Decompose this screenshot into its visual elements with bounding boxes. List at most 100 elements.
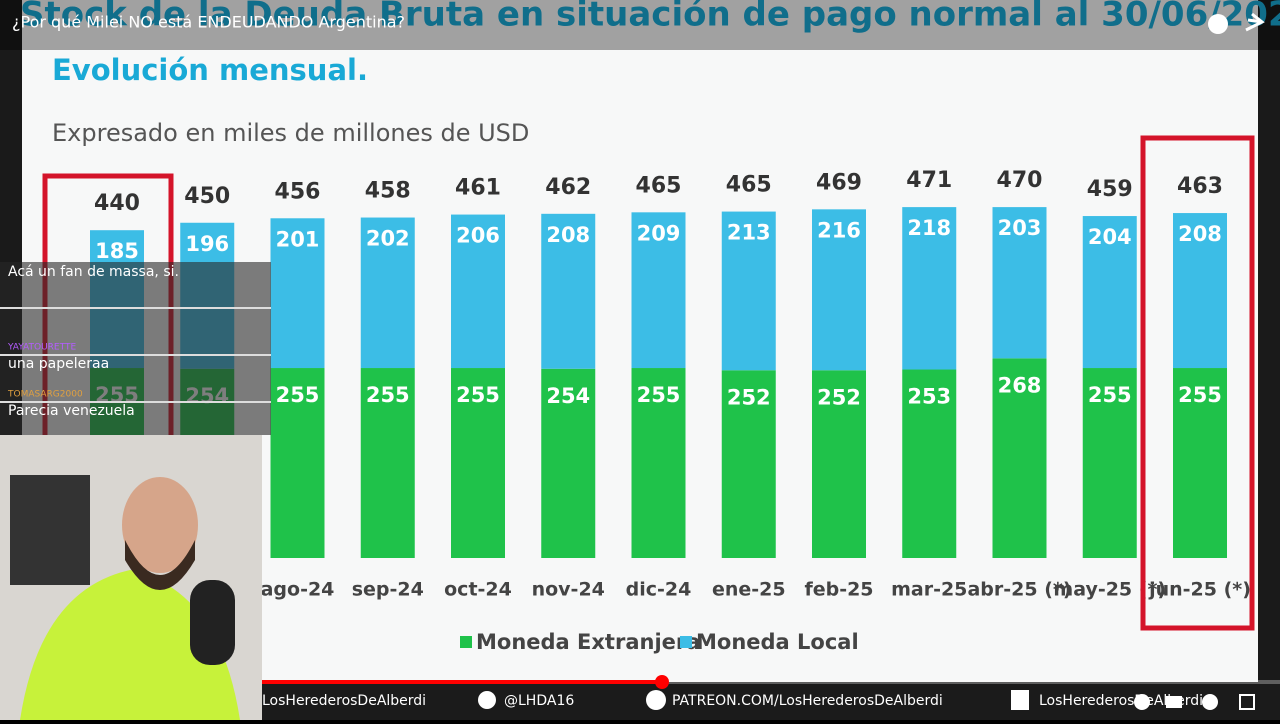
chat-text: Acá un fan de massa, si. [8,264,179,280]
x-tick-label: abr-25 (*) [967,579,1071,601]
person-head [122,477,198,573]
x-tick-label: ene-25 [712,579,786,601]
segment-label: 252 [817,385,861,409]
captions[interactable] [1166,696,1182,708]
total-label: 470 [997,168,1043,193]
total-label: 465 [726,173,772,198]
patreon-icon [646,690,666,710]
total-label: 440 [94,191,140,216]
segment-label: 202 [366,227,410,251]
webcam [0,435,262,720]
twitter-icon [478,691,496,709]
total-label: 471 [906,168,952,193]
bar-segment [902,369,957,558]
banner-patreon: PATREON.COM/LosHerederosDeAlberdi [672,693,943,709]
x-tick-label: oct-24 [444,579,512,601]
segment-label: 196 [185,232,229,256]
bar-segment [360,368,415,558]
bar-segment [902,207,957,370]
bar-segment [992,207,1047,359]
x-tick-label: may-25 (*) [1053,579,1166,601]
banner-twitter: @LHDA16 [504,693,574,709]
bar-segment [1173,368,1227,558]
segment-label: 255 [1178,383,1222,407]
poster [10,475,90,585]
total-label: 450 [184,184,230,209]
legend-label: Moneda Local [696,630,859,654]
segment-label: 255 [366,383,410,407]
bar-segment [812,209,866,371]
legend-swatch [680,636,692,648]
bar-segment [1082,216,1137,369]
bar-segment [1173,213,1227,369]
segment-label: 203 [998,216,1042,240]
fullscreen[interactable] [1239,694,1255,710]
x-tick-label: ago-24 [261,579,335,601]
top-overlay [0,0,1280,50]
total-label: 461 [455,176,501,201]
banner: LosHerederosDeAlberdi @LHDA16 PATREON.CO… [262,675,1280,720]
progress-rest [662,680,1280,684]
person-beard [125,540,195,590]
chat-name: TOMASARG2000 [7,390,83,400]
chat-text: Parecia venezuela [8,403,135,419]
progress-bar[interactable] [262,680,662,684]
video-title[interactable]: ¿Por qué Milei NO está ENDEUDANDO Argent… [12,13,405,32]
segment-label: 255 [456,383,500,407]
twitch-icon [1011,690,1029,710]
legend-label: Moneda Extranjera [476,630,700,654]
bar-segment [270,368,325,558]
autoplay[interactable] [1134,694,1150,710]
total-label: 469 [816,170,862,195]
segment-label: 254 [546,384,590,408]
scrubber[interactable] [655,675,669,689]
share[interactable] [1245,12,1265,32]
highlight-box [1140,135,1255,631]
chat-bg [0,262,271,435]
banner-channel: LosHerederosDeAlberdi [262,693,426,709]
banner-bg [262,682,1280,720]
x-tick-label: feb-25 [804,579,873,601]
slide-title2: Evolución mensual. [52,53,368,87]
segment-label: 201 [276,227,320,251]
segment-label: 213 [727,221,771,245]
bar-segment [812,370,866,558]
total-label: 462 [545,175,591,200]
total-label: 463 [1177,174,1223,199]
x-tick-label: sep-24 [352,579,424,601]
segment-label: 218 [907,216,951,240]
legend-swatch [460,636,472,648]
x-tick-label: jun-25 (*) [1148,579,1251,601]
watch-later[interactable] [1208,14,1228,34]
bar-segment [451,368,505,558]
settings[interactable] [1202,694,1218,710]
segment-label: 209 [637,221,681,245]
banner-twitch: LosHerederosDeAlberdi [1039,693,1203,709]
slide-title: Stock de la Deuda Bruta en situación de … [20,0,1280,35]
microphone [190,580,235,665]
slide-subtitle: Expresado en miles de millones de USD [52,119,529,147]
total-label: 459 [1087,177,1133,202]
segment-label: 255 [276,383,320,407]
segment-label: 208 [1178,222,1222,246]
bar-segment [360,217,415,369]
segment-label: 206 [456,224,500,248]
person-hoodie [20,570,240,720]
total-label: 465 [636,173,682,198]
bar-segment [992,358,1047,558]
segment-label: 208 [546,223,590,247]
segment-label: 253 [907,385,951,409]
segment-label: 216 [817,218,861,242]
segment-label: 268 [998,373,1042,397]
segment-label: 185 [95,239,139,263]
total-label: 456 [275,179,321,204]
bar-segment [631,212,686,369]
bar-segment [541,213,596,369]
bar-segment [721,370,776,558]
total-label: 458 [365,179,411,204]
x-tick-label: dic-24 [626,579,692,601]
bar-segment [631,368,686,558]
chat-overlay: Acá un fan de massa, si. YAYATOURETTE una … [0,262,271,447]
